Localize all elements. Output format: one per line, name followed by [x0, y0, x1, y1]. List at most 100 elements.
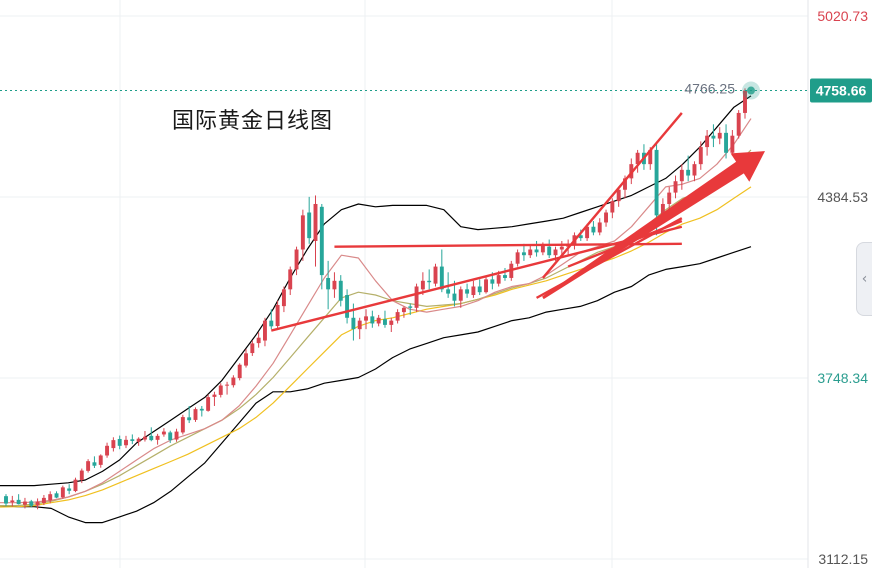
candle-body [420, 280, 425, 290]
candle-body [648, 149, 653, 165]
candle-body [332, 280, 337, 290]
candle-body [521, 252, 526, 256]
candle-body [29, 501, 34, 506]
candle-body [471, 286, 476, 296]
candle-body [490, 279, 495, 284]
candle-body [401, 307, 406, 313]
candle-body [597, 222, 602, 233]
candle-body [673, 181, 678, 193]
collapse-panel-button[interactable]: ‹ [856, 242, 872, 316]
candle-body [35, 501, 40, 506]
candle-body [515, 252, 520, 264]
candle-body [692, 164, 697, 176]
ma-long-line [0, 186, 752, 508]
candle-body [503, 275, 507, 278]
candle-body [383, 319, 387, 325]
candle-body [534, 249, 539, 253]
candle-body [705, 135, 710, 148]
candle-body [212, 394, 217, 397]
candle-body [174, 431, 179, 440]
candle-body [319, 206, 324, 276]
candle-body [370, 316, 375, 324]
candle-body [686, 169, 691, 176]
candle-body [345, 295, 350, 318]
candle-body [635, 152, 640, 165]
candle-body [553, 249, 558, 256]
chart-title: 国际黄金日线图 [172, 109, 334, 134]
price-axis-label: 4384.53 [817, 189, 868, 205]
candle-body [237, 364, 242, 379]
candle-body [623, 178, 627, 190]
candle-body [41, 497, 46, 503]
ma-short-line [0, 118, 752, 504]
candle-body [263, 320, 267, 341]
candle-body [269, 320, 274, 327]
candle-body [452, 293, 457, 301]
candle-body [667, 192, 672, 204]
candle-body [294, 249, 299, 270]
candle-body [180, 417, 185, 433]
high-marker-label: 4766.25 [684, 80, 735, 96]
candle-body [439, 266, 444, 290]
candle-body [199, 408, 204, 411]
candle-body [250, 343, 255, 354]
candle-body [130, 439, 135, 441]
candle-body [446, 289, 451, 294]
current-price-tag [810, 78, 872, 103]
candle-body [389, 320, 394, 325]
candle-body [528, 249, 533, 256]
candle-body [351, 317, 356, 330]
candle-body [477, 286, 482, 293]
candle-body [364, 316, 368, 321]
price-axis-label: 3112.15 [818, 551, 868, 567]
candle-body [117, 438, 122, 446]
candle-body [73, 479, 78, 492]
current-price-label: 4758.66 [816, 83, 867, 99]
candle-body [465, 289, 470, 294]
candle-body [111, 440, 116, 449]
candle-body [79, 470, 84, 480]
lower-band-line [0, 246, 752, 524]
candle-body [275, 304, 280, 327]
candle-body [724, 132, 729, 153]
candle-body [679, 169, 684, 182]
candle-body [313, 203, 318, 241]
candle-body [60, 487, 65, 498]
candle-body [54, 493, 59, 498]
candle-body [124, 439, 128, 446]
candle-body [484, 279, 488, 293]
candle-body [22, 501, 27, 505]
uptrend-arrow [542, 151, 765, 300]
candle-body [711, 135, 716, 139]
candle-body [408, 306, 413, 308]
candle-body [395, 312, 400, 321]
candle-body [559, 246, 564, 250]
candle-body [86, 461, 91, 471]
candle-body [16, 499, 21, 505]
candle-body [161, 431, 166, 435]
candle-body [10, 500, 15, 503]
last-price-dot [747, 86, 755, 95]
candle-body [338, 280, 343, 301]
candle-body [591, 226, 596, 233]
candle-body [187, 417, 192, 421]
candle-body [743, 90, 747, 113]
candle-body [231, 377, 236, 386]
candle-body [48, 494, 53, 501]
chevron-left-icon: ‹ [861, 271, 868, 287]
candle-body [105, 445, 110, 456]
candle-body [458, 289, 463, 301]
support-trendline [270, 225, 683, 332]
candle-body [578, 235, 583, 239]
candle-body [610, 201, 615, 213]
candle-body [92, 462, 97, 466]
candle-body [433, 266, 438, 284]
candle-body [357, 320, 362, 330]
candle-body [98, 455, 103, 465]
candle-body [698, 147, 703, 165]
price-axis-label: 5020.73 [817, 8, 868, 24]
candle-body [654, 149, 659, 216]
candle-body [414, 286, 419, 308]
ma-mid-line [0, 149, 752, 507]
